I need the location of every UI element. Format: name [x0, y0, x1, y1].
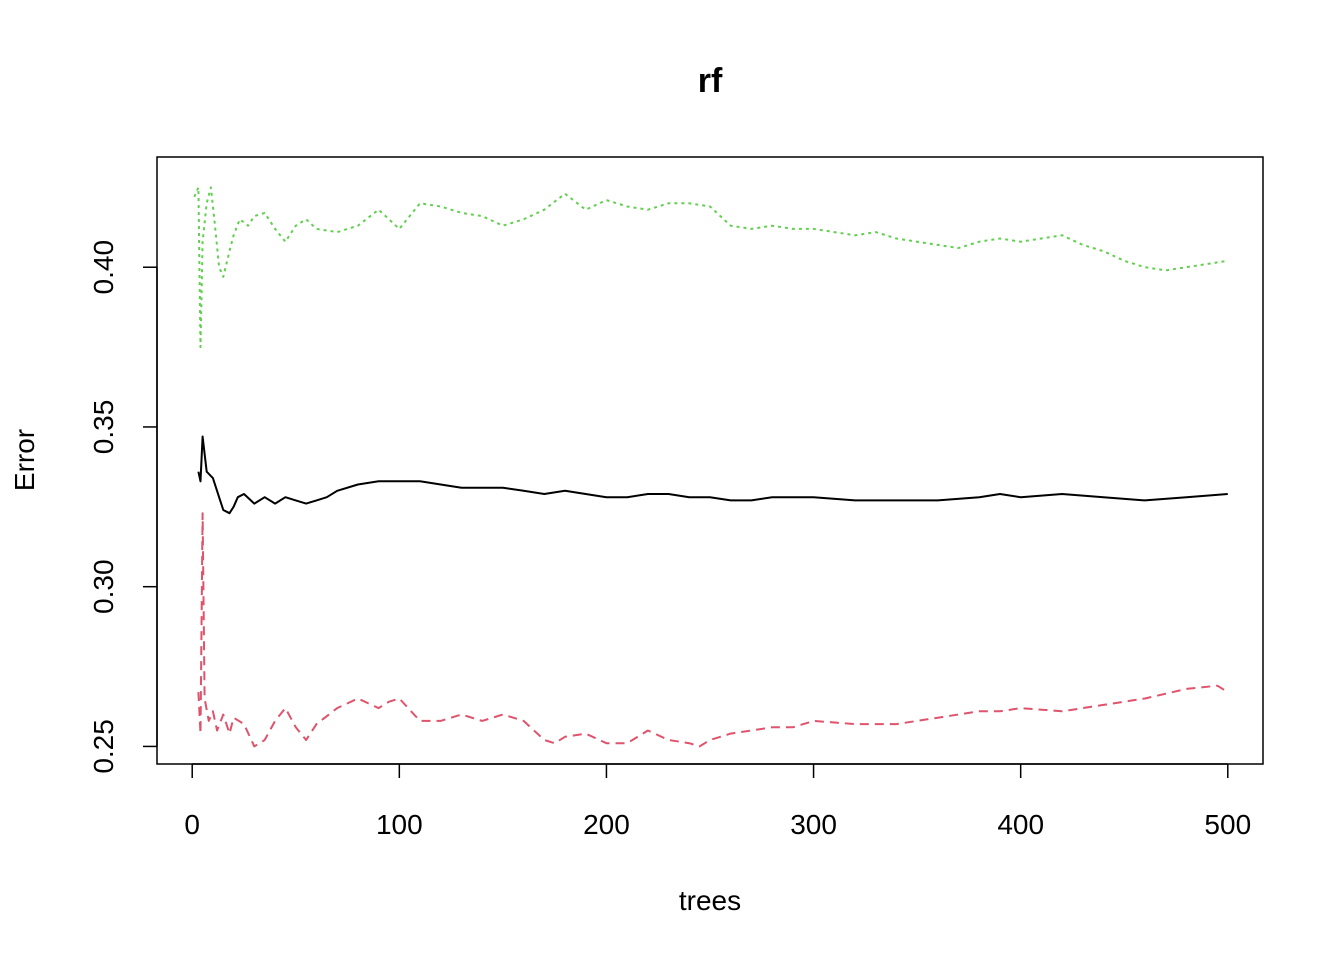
- series-line-1: [197, 435, 1228, 515]
- y-tick-label: 0.30: [88, 559, 119, 614]
- y-axis: 0.25 0.30 0.35 0.40: [88, 240, 158, 774]
- x-tick-label: 100: [376, 809, 423, 840]
- x-tick-label: 0: [184, 809, 200, 840]
- x-axis: 0 100 200 300 400 500: [184, 763, 1251, 840]
- x-axis-label: trees: [679, 885, 741, 916]
- y-tick-label: 0.40: [88, 240, 119, 295]
- series-layer: [193, 186, 1229, 748]
- x-tick-label: 300: [790, 809, 837, 840]
- x-tick-label: 500: [1204, 809, 1251, 840]
- x-tick-label: 400: [997, 809, 1044, 840]
- x-tick-label: 200: [583, 809, 630, 840]
- chart-title: rf: [698, 62, 723, 100]
- y-tick-label: 0.35: [88, 400, 119, 455]
- series-line-2: [197, 512, 1229, 748]
- plot-area: [156, 156, 1264, 765]
- series-line-3: [193, 186, 1228, 349]
- y-axis-label: Error: [9, 429, 40, 491]
- y-tick-label: 0.25: [88, 719, 119, 774]
